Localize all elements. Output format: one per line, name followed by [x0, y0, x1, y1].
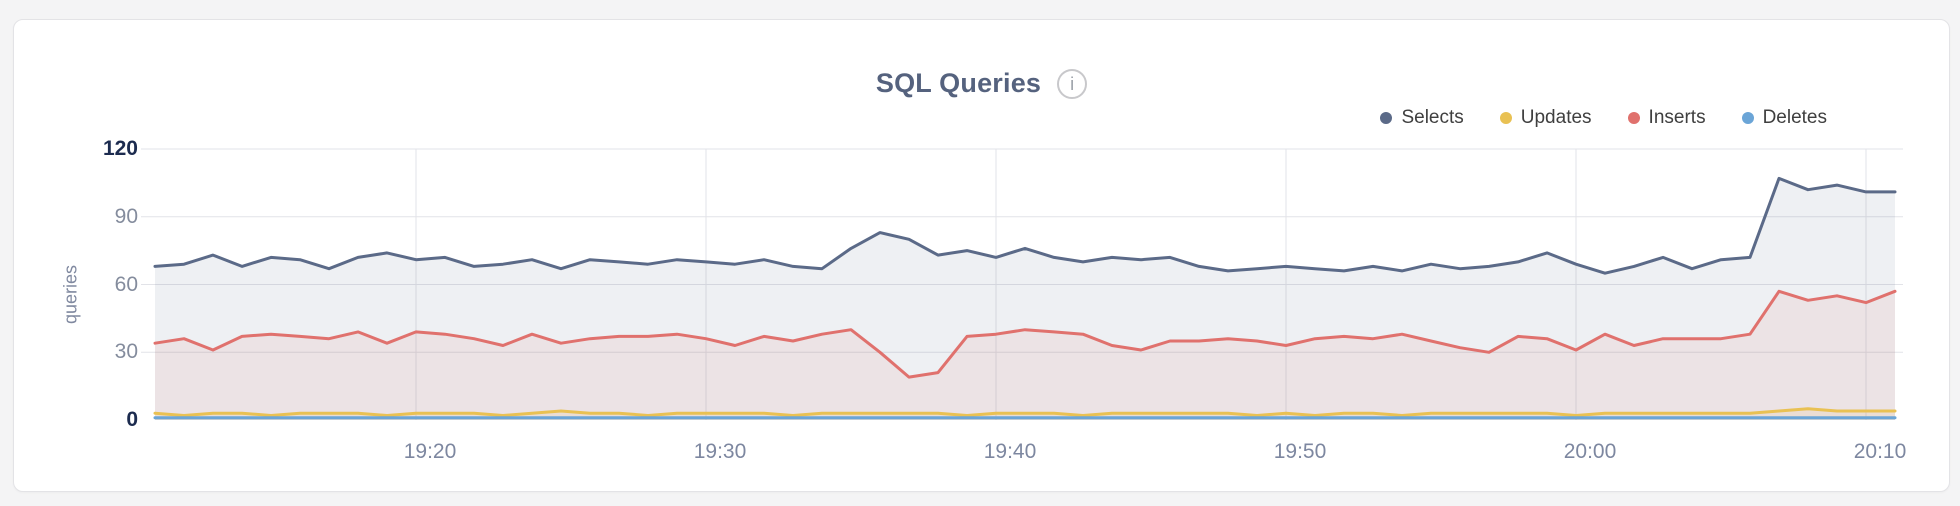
- y-tick-label: 90: [114, 204, 138, 228]
- y-tick-label: 120: [102, 137, 138, 160]
- x-tick-label: 20:00: [1563, 440, 1617, 463]
- y-tick-label: 60: [114, 272, 138, 296]
- legend-dot-icon: [1627, 112, 1640, 124]
- series-line-updates: [153, 407, 1897, 417]
- chart-title: SQL Queries: [875, 68, 1042, 98]
- legend-label: Selects: [1401, 107, 1464, 128]
- sql-queries-chart[interactable]: [141, 146, 1903, 424]
- legend-dot-icon: [1380, 112, 1393, 124]
- legend: Selects Updates Inserts Deletes: [1380, 107, 1827, 129]
- x-tick-label: 20:10: [1853, 440, 1907, 463]
- legend-label: Inserts: [1648, 107, 1706, 128]
- legend-label: Deletes: [1762, 107, 1827, 128]
- chart-card: SQL Queries i Selects Updates Inserts Delet…: [13, 19, 1950, 492]
- x-tick-label: 19:40: [983, 440, 1037, 463]
- x-tick-label: 19:30: [693, 440, 747, 463]
- legend-dot-icon: [1741, 112, 1754, 124]
- legend-item-inserts[interactable]: Inserts: [1627, 107, 1706, 129]
- series-area-inserts: [155, 291, 1895, 420]
- y-tick-label: 30: [114, 340, 138, 364]
- x-tick-label: 19:20: [403, 440, 457, 463]
- series-area-selects: [155, 178, 1895, 420]
- chart-header: SQL Queries i: [14, 68, 1949, 99]
- x-tick-label: 19:50: [1273, 440, 1327, 463]
- series-line-inserts: [153, 289, 1897, 379]
- legend-item-selects[interactable]: Selects: [1380, 107, 1464, 129]
- legend-item-updates[interactable]: Updates: [1499, 107, 1592, 129]
- info-icon-glyph: i: [1070, 73, 1075, 94]
- legend-dot-icon: [1499, 112, 1512, 124]
- legend-item-deletes[interactable]: Deletes: [1741, 107, 1827, 129]
- info-icon[interactable]: i: [1057, 68, 1088, 99]
- series-line-selects: [153, 176, 1897, 275]
- legend-label: Updates: [1520, 107, 1592, 128]
- y-tick-label: 0: [126, 408, 138, 431]
